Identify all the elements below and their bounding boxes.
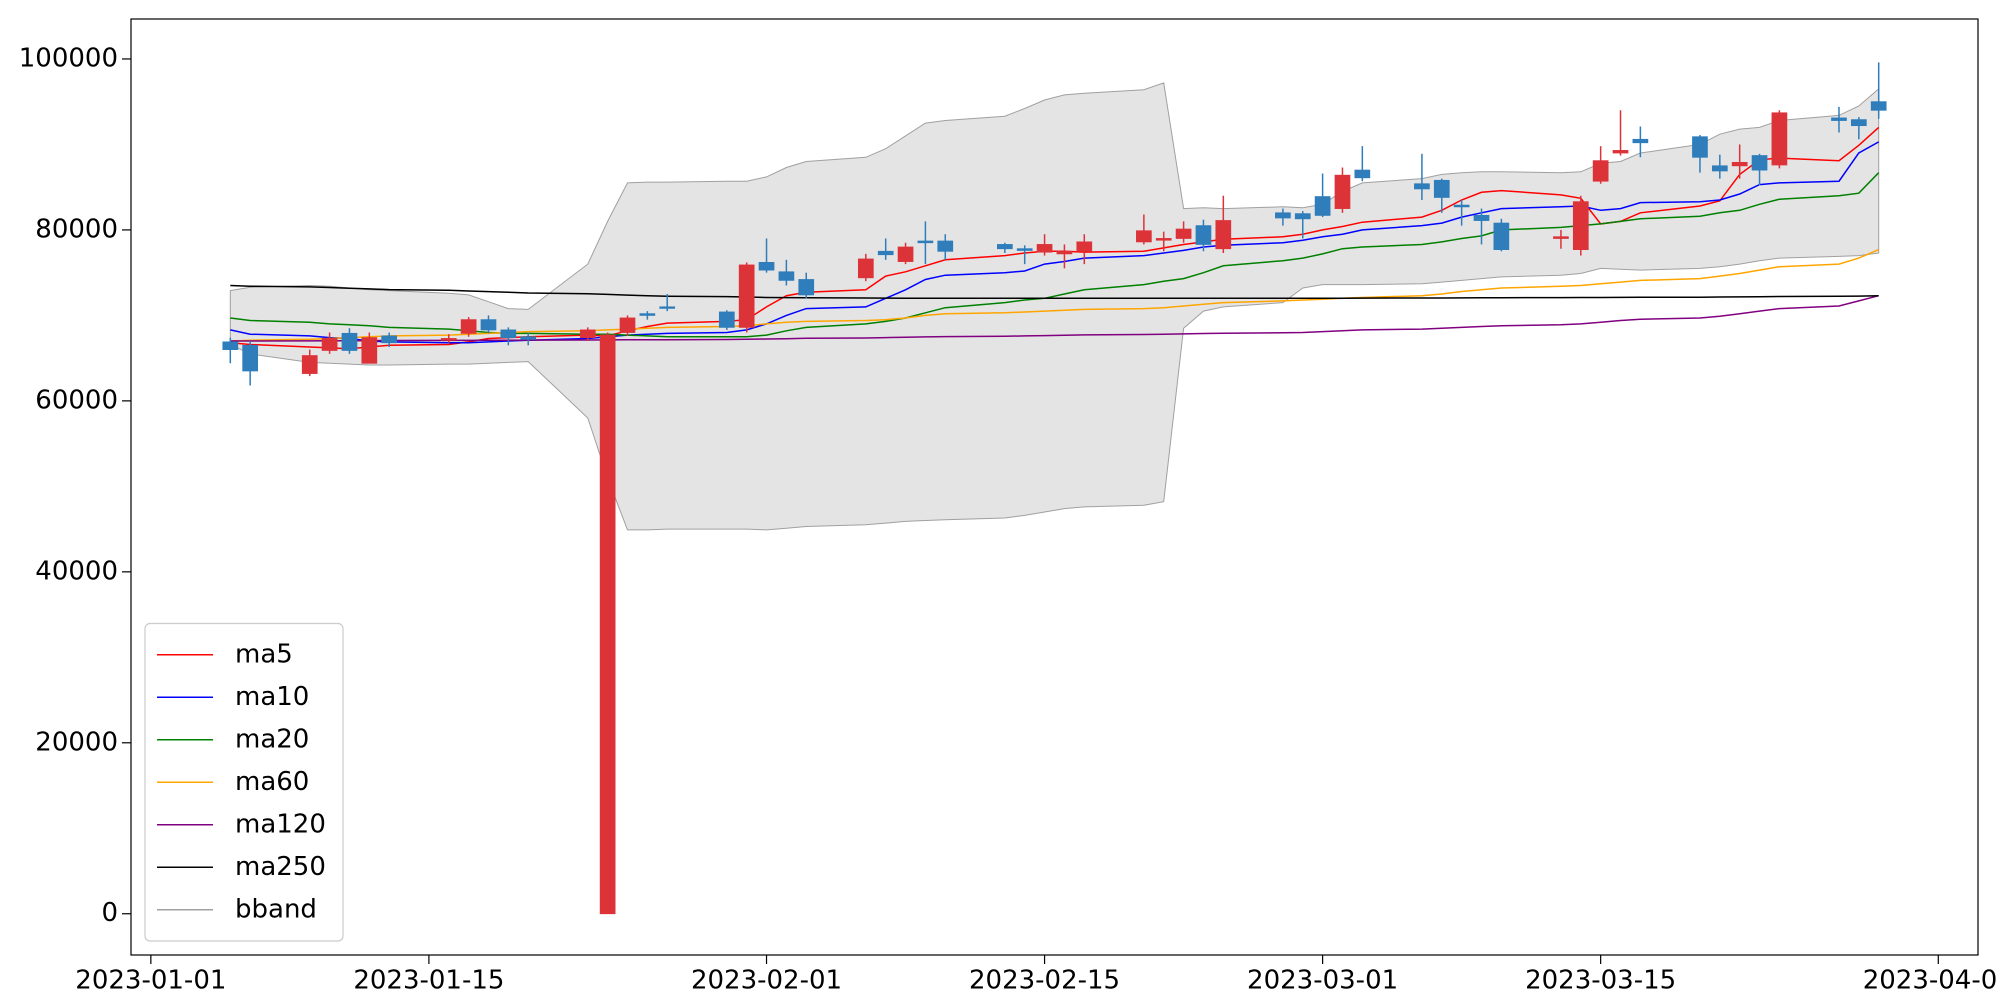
ma-line bbox=[230, 141, 1880, 344]
candle-body bbox=[639, 313, 656, 316]
candle-body bbox=[579, 329, 596, 339]
candle-body bbox=[877, 250, 894, 256]
candle-body bbox=[738, 264, 755, 328]
candle-body bbox=[1692, 136, 1708, 158]
legend-label: ma5 bbox=[235, 639, 293, 669]
y-tick-label: 60000 bbox=[35, 385, 118, 415]
candle-body bbox=[500, 329, 517, 339]
candle-body bbox=[440, 338, 457, 341]
candle-body bbox=[1711, 165, 1728, 172]
candle-body bbox=[1771, 112, 1788, 166]
x-tick-label: 2023-03-01 bbox=[1247, 966, 1398, 996]
y-tick-label: 40000 bbox=[35, 556, 118, 586]
candle-body bbox=[937, 240, 954, 252]
legend-label: ma60 bbox=[235, 767, 309, 797]
candle-body bbox=[1473, 214, 1490, 221]
x-tick-label: 2023-02-01 bbox=[691, 966, 842, 996]
candle-body bbox=[1354, 169, 1371, 179]
ma-line bbox=[230, 294, 1879, 342]
candle-body bbox=[1751, 155, 1768, 171]
candle-body bbox=[599, 334, 616, 915]
candle-body bbox=[917, 240, 934, 244]
candle-body bbox=[1215, 220, 1232, 250]
candle-body bbox=[997, 244, 1013, 250]
candle-body bbox=[381, 335, 398, 344]
legend-label: bband bbox=[235, 894, 317, 924]
x-tick-label: 2023-02-15 bbox=[969, 966, 1120, 996]
candle-body bbox=[718, 311, 735, 328]
candle-body bbox=[1155, 238, 1172, 241]
candle-body bbox=[1433, 179, 1450, 198]
candle-body bbox=[1632, 138, 1649, 144]
candle-body bbox=[520, 336, 537, 340]
plot-frame bbox=[130, 18, 1979, 956]
candle-body bbox=[1294, 213, 1311, 220]
candle-body bbox=[1572, 201, 1589, 250]
bband-area bbox=[229, 82, 1880, 531]
candle-body bbox=[619, 317, 636, 333]
legend-label: ma120 bbox=[235, 809, 326, 839]
candle-body bbox=[321, 338, 338, 351]
candle-body bbox=[1056, 250, 1073, 255]
legend-label: ma20 bbox=[235, 724, 309, 754]
candle-body bbox=[1453, 204, 1470, 208]
candle-body bbox=[659, 306, 676, 309]
candle-body bbox=[897, 246, 914, 262]
candle-body bbox=[798, 279, 815, 296]
candle-body bbox=[222, 341, 239, 350]
candle-body bbox=[460, 319, 477, 334]
candle-body bbox=[1831, 117, 1847, 121]
candle-body bbox=[758, 262, 775, 271]
candle-body bbox=[1076, 241, 1093, 252]
candle-body bbox=[480, 319, 497, 331]
y-tick-label: 0 bbox=[101, 898, 118, 928]
candle-body bbox=[1136, 230, 1152, 243]
candle-body bbox=[1036, 244, 1053, 253]
candle-body bbox=[242, 344, 259, 372]
candle-body bbox=[1870, 101, 1887, 111]
legend-label: ma250 bbox=[235, 852, 326, 882]
candle-body bbox=[1592, 160, 1609, 182]
candle-body bbox=[1275, 212, 1291, 219]
x-tick-label: 2023-04-01 bbox=[1863, 966, 2000, 996]
candle-body bbox=[341, 332, 358, 351]
candle-body bbox=[1414, 183, 1430, 190]
candle-body bbox=[1195, 225, 1212, 245]
plot bbox=[222, 62, 1887, 915]
candle-body bbox=[1493, 222, 1510, 250]
x-tick-label: 2023-01-01 bbox=[75, 966, 226, 996]
y-tick-label: 80000 bbox=[35, 214, 118, 244]
candle-body bbox=[1334, 174, 1351, 209]
y-tick-label: 20000 bbox=[35, 727, 118, 757]
legend: ma5 ma10 ma20 ma60 ma120 ma250 bband bbox=[144, 622, 344, 942]
candle-body bbox=[857, 258, 874, 279]
candle-body bbox=[1016, 248, 1033, 251]
candle-body bbox=[1731, 161, 1748, 167]
candle-body bbox=[301, 355, 318, 374]
x-tick-label: 2023-01-15 bbox=[353, 966, 504, 996]
candle-body bbox=[1314, 196, 1331, 216]
candle-body bbox=[1553, 236, 1569, 239]
ma-line bbox=[230, 284, 1879, 300]
candle-body bbox=[1850, 119, 1867, 127]
legend-box bbox=[144, 622, 344, 942]
candle-body bbox=[1612, 150, 1629, 154]
candle-body bbox=[361, 337, 378, 364]
candle-body bbox=[778, 271, 795, 281]
legend-label: ma10 bbox=[235, 682, 309, 712]
candle-body bbox=[1175, 228, 1192, 239]
x-tick-label: 2023-03-15 bbox=[1525, 966, 1676, 996]
y-tick-label: 100000 bbox=[19, 43, 118, 73]
